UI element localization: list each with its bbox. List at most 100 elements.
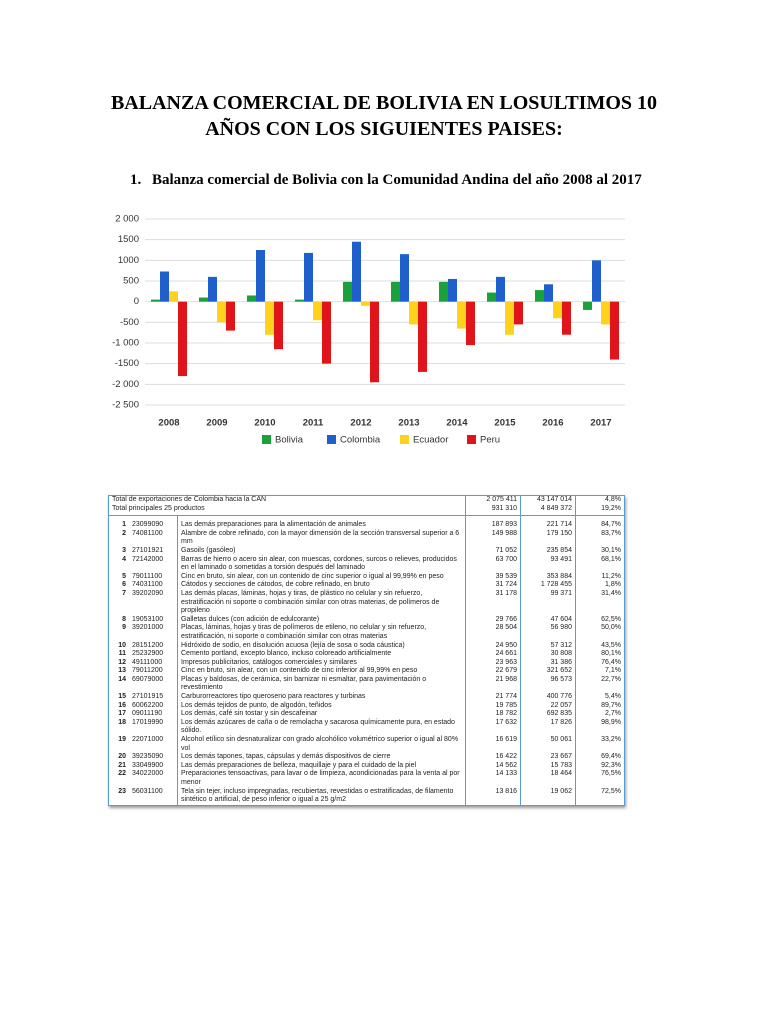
total-value: 99 371 (520, 589, 576, 616)
share-percent: 68,1% (575, 555, 625, 573)
header-value: 931 310 (465, 504, 521, 517)
bar (592, 260, 601, 302)
export-value: 63 700 (465, 555, 521, 573)
bar (352, 241, 361, 302)
bar (457, 301, 466, 329)
x-tick-label: 2015 (494, 418, 516, 429)
bar (313, 301, 322, 321)
table-row: 5 79011100 Cinc en bruto, sin alear, con u… (109, 572, 625, 582)
header-label: Total principales 25 productos (108, 504, 466, 517)
bar (535, 290, 544, 302)
table-row: 3 27101921 Gasoils (gasóleo) 71 052 235 854 3… (109, 546, 625, 556)
x-tick-label: 2017 (590, 418, 611, 429)
product-code: 39235090 (132, 753, 164, 761)
table-row: 17 09011190 Los demás, café sin tostar y s… (109, 710, 625, 719)
product-code: 09011190 (132, 710, 163, 718)
x-tick-label: 2013 (398, 418, 419, 429)
total-value: 96 573 (520, 675, 576, 694)
export-value: 16 422 (465, 753, 521, 762)
bar (496, 276, 505, 302)
x-tick-label: 2008 (158, 418, 179, 429)
share-percent: 83,7% (575, 529, 625, 547)
share-percent: 1,8% (575, 581, 625, 590)
share-percent: 11,2% (575, 572, 625, 582)
row-number: 2 (122, 529, 126, 537)
total-value: 353 884 (520, 572, 576, 582)
export-value: 23 963 (465, 658, 521, 668)
product-description: Barras de hierro o acero sin alear, con … (177, 555, 466, 573)
export-value: 31 178 (465, 589, 521, 616)
header-value: 4 849 372 (520, 504, 576, 517)
export-value: 149 988 (465, 529, 521, 547)
bar (208, 276, 217, 302)
total-value: 30 808 (520, 650, 576, 659)
product-description: Los demás tejidos de punto, de algodón, … (177, 701, 466, 711)
share-percent: 84,7% (575, 515, 625, 530)
total-value: 400 776 (520, 693, 576, 702)
export-value: 22 679 (465, 667, 521, 676)
product-code: 49111000 (132, 658, 163, 666)
legend-label: Colombia (340, 435, 381, 446)
table-row: 7 39202090 Las demás placas, láminas, hoja… (109, 589, 625, 616)
product-description: Placas y baldosas, de cerámica, sin barn… (177, 675, 466, 694)
share-percent: 2,7% (575, 710, 625, 719)
product-description: Impresos publicitarios, catálogos comerc… (177, 658, 466, 668)
product-description: Las demás preparaciones para la alimenta… (177, 515, 466, 530)
exports-table: Total de exportaciones de Colombia hacia… (108, 495, 625, 806)
table-row: 15 27101915 Carburorreactores tipo querose… (109, 693, 625, 702)
header-value: 2 075 411 (465, 495, 521, 505)
table-row: 23 56031100 Tela sin tejer, incluso impreg… (109, 787, 625, 806)
bar (370, 301, 379, 383)
row-number: 18 (118, 718, 126, 726)
product-code: 39202090 (132, 589, 164, 597)
x-tick-label: 2016 (542, 418, 563, 429)
table-row: 19 22071000 Alcohol etílico sin desnatural… (109, 736, 625, 754)
product-code: 60062200 (132, 701, 164, 709)
bar (247, 295, 256, 302)
bar (610, 301, 619, 360)
total-value: 692 835 (520, 710, 576, 719)
header-row: Total principales 25 productos 931 310 4 8… (108, 504, 625, 517)
y-tick-label: 2 000 (115, 214, 139, 225)
row-number: 21 (118, 761, 126, 769)
chart: 2 000 1500 1000 500 0 -500 -1 000 -1500 -2 000 -2… (112, 214, 625, 446)
bar (487, 292, 496, 302)
bar (553, 301, 562, 319)
bar (391, 281, 400, 302)
share-percent: 31,4% (575, 589, 625, 616)
share-percent: 80,1% (575, 650, 625, 659)
share-percent: 98,9% (575, 718, 625, 737)
row-number: 15 (118, 693, 126, 701)
bar (160, 271, 169, 302)
export-value: 24 661 (465, 650, 521, 659)
total-value: 31 386 (520, 658, 576, 668)
export-value: 13 816 (465, 787, 521, 806)
product-description: Carburorreactores tipo queroseno para re… (177, 693, 466, 702)
legend-label: Peru (480, 435, 500, 446)
share-percent: 30,1% (575, 546, 625, 556)
share-percent: 43,5% (575, 641, 625, 651)
product-code: 27101915 (132, 693, 164, 701)
product-description: Alambre de cobre refinado, con la mayor … (177, 529, 466, 547)
y-tick-label: 0 (134, 296, 139, 307)
product-description: Hidróxido de sodio, en disolución acuosa… (177, 641, 466, 651)
share-percent: 5,4% (575, 693, 625, 702)
y-tick-label: -2 000 (112, 379, 139, 390)
header-row: Total de exportaciones de Colombia hacia… (109, 495, 625, 505)
bar (169, 291, 178, 302)
x-tick-label: 2014 (446, 418, 468, 429)
product-code: 25232900 (132, 650, 164, 658)
product-code: 69079000 (132, 675, 164, 683)
row-number: 7 (122, 589, 126, 597)
bar (322, 301, 331, 364)
row-number: 3 (122, 546, 126, 554)
table-row: 11 25232900 Cemento portland, excepto blan… (109, 650, 625, 659)
product-description: Gasoils (gasóleo) (177, 546, 466, 556)
product-description: Alcohol etílico sin desnaturalizar con g… (177, 736, 466, 754)
bar (601, 301, 610, 325)
share-percent: 76,4% (575, 658, 625, 668)
product-description: Cinc en bruto, sin alear, con un conteni… (177, 667, 466, 676)
bar (514, 301, 523, 325)
product-description: Placas, láminas, hojas y tiras de políme… (177, 624, 466, 642)
